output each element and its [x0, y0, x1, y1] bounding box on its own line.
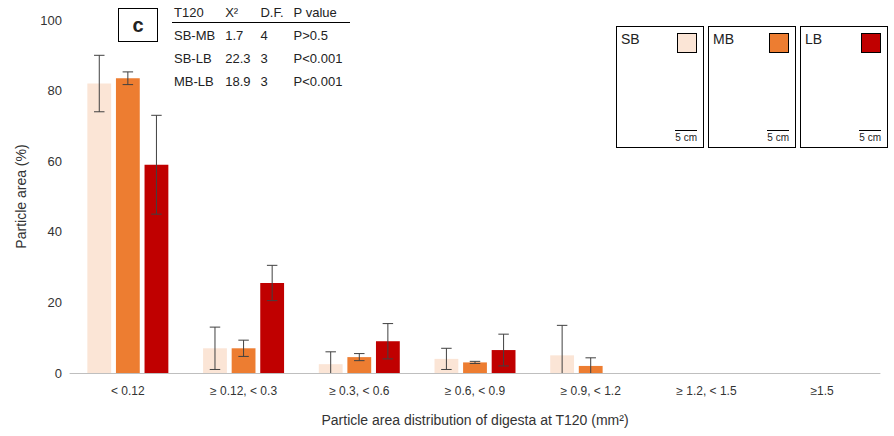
- html-text:P value: P value: [293, 5, 337, 20]
- html-text:c: c: [132, 14, 144, 36]
- html-text:X²: X²: [225, 5, 239, 20]
- svg-text:0: 0: [55, 366, 62, 381]
- svg-text:100: 100: [40, 13, 62, 28]
- html-text:MB: MB: [713, 31, 734, 47]
- html-text:SB-MB: SB-MB: [174, 28, 216, 43]
- html-text:T120: T120: [174, 5, 204, 20]
- svg-text:≥ 0.9, < 1.2: ≥ 0.9, < 1.2: [561, 384, 622, 398]
- html-text:1.7: 1.7: [225, 28, 244, 43]
- svg-text:Particle area (%): Particle area (%): [13, 144, 29, 248]
- html-text:5 cm: 5 cm: [859, 132, 881, 143]
- html-text:MB-LB: MB-LB: [174, 74, 214, 89]
- html-text:D.F.: D.F.: [260, 5, 284, 20]
- html-text:4: 4: [260, 28, 268, 43]
- svg-text:≥ 0.12, < 0.3: ≥ 0.12, < 0.3: [210, 384, 277, 398]
- svg-text:≥1.5: ≥1.5: [811, 384, 835, 398]
- svg-text:40: 40: [48, 224, 62, 239]
- html-text:5 cm: 5 cm: [675, 132, 697, 143]
- html-text:LB: LB: [805, 31, 823, 47]
- html-text:18.9: 18.9: [225, 74, 251, 89]
- html-text:22.3: 22.3: [225, 51, 251, 66]
- svg-text:≥ 0.3, < 0.6: ≥ 0.3, < 0.6: [329, 384, 390, 398]
- svg-text:≥ 1.2, < 1.5: ≥ 1.2, < 1.5: [676, 384, 737, 398]
- html-text:P>0.5: P>0.5: [293, 28, 328, 43]
- svg-text:20: 20: [48, 295, 62, 310]
- html-text:3: 3: [260, 51, 268, 66]
- html-text:3: 3: [260, 74, 268, 89]
- html-text:5 cm: 5 cm: [767, 132, 789, 143]
- svg-text:Particle area distribution of: Particle area distribution of digesta at…: [321, 412, 628, 428]
- html-text:P<0.001: P<0.001: [293, 51, 343, 66]
- svg-text:80: 80: [48, 83, 62, 98]
- html-text:SB-LB: SB-LB: [174, 51, 212, 66]
- svg-text:< 0.12: < 0.12: [111, 384, 145, 398]
- svg-text:≥ 0.6, < 0.9: ≥ 0.6, < 0.9: [445, 384, 506, 398]
- html-text:SB: SB: [621, 31, 640, 47]
- svg-text:60: 60: [48, 154, 62, 169]
- html-text:P<0.001: P<0.001: [293, 74, 343, 89]
